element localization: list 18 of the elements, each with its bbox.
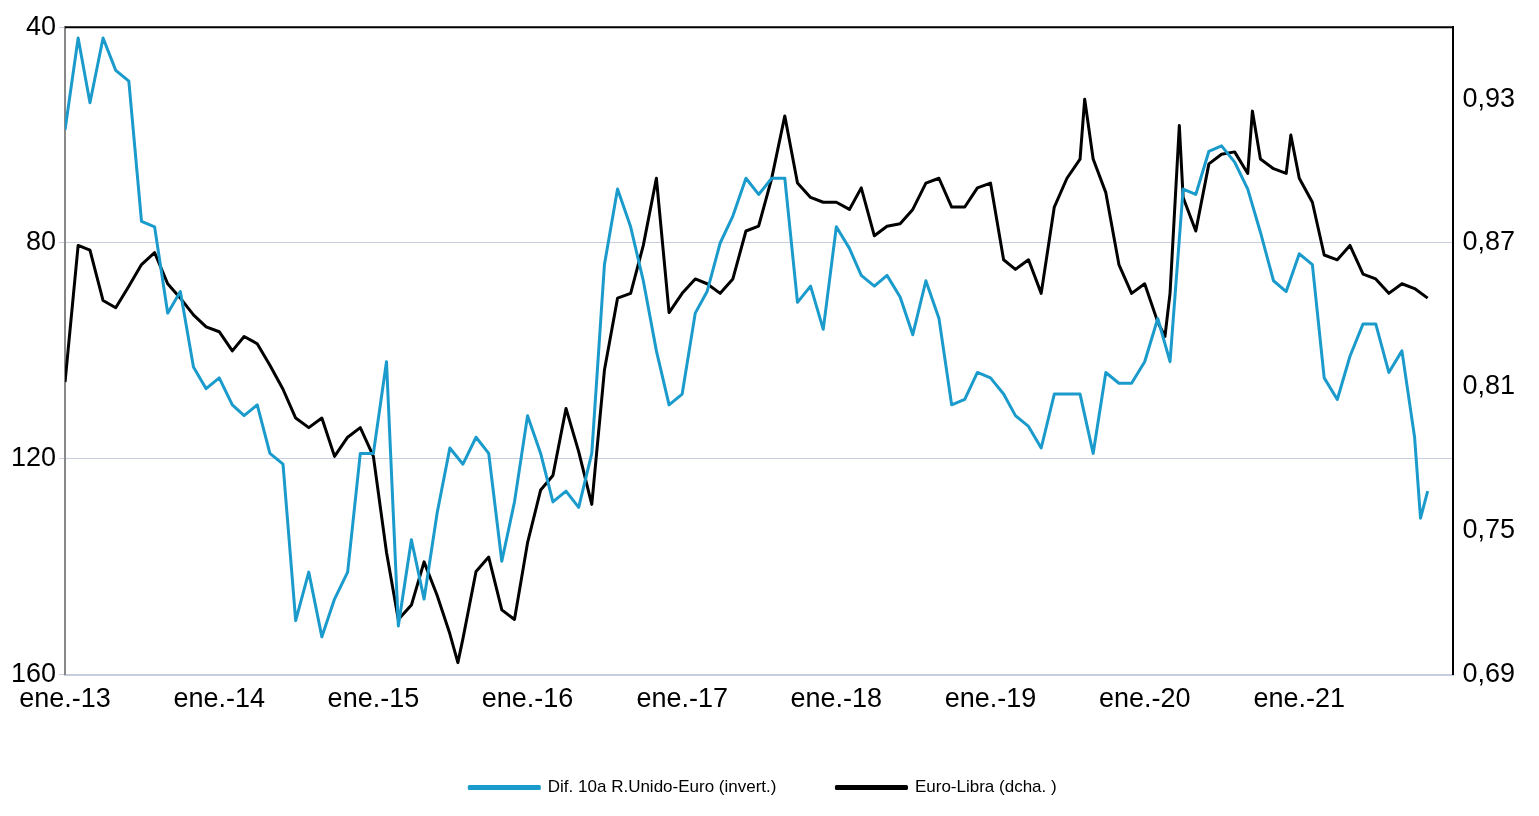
y-tick-label: 40 — [26, 10, 57, 41]
x-tick-label: ene.-19 — [944, 683, 1037, 714]
x-tick-label: ene.-18 — [790, 683, 883, 714]
y-tick-label: 80 — [26, 226, 57, 257]
x-tick-label: ene.-17 — [636, 683, 728, 714]
y2-tick-label: 0,81 — [1462, 370, 1516, 401]
y-tick-label: 120 — [10, 442, 57, 473]
y2-tick-label: 0,75 — [1462, 514, 1516, 545]
x-tick-label: ene.-14 — [173, 683, 266, 714]
y2-tick-label: 0,93 — [1462, 82, 1516, 113]
legend-label: Euro-Libra (dcha. ) — [914, 777, 1057, 797]
x-tick-label: ene.-16 — [481, 683, 574, 714]
y2-tick-label: 0,69 — [1462, 658, 1516, 689]
x-tick-label: ene.-20 — [1098, 683, 1191, 714]
legend-label: Dif. 10a R.Unido-Euro (invert.) — [547, 777, 777, 797]
x-tick-label: ene.-21 — [1253, 683, 1346, 714]
y2-tick-label: 0,87 — [1462, 226, 1516, 257]
x-tick-label: ene.-15 — [327, 683, 420, 714]
